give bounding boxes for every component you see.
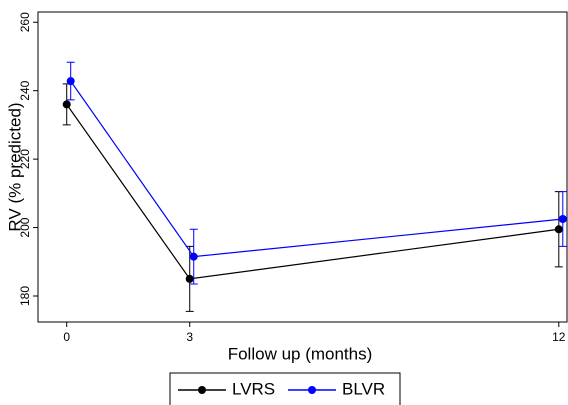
x-tick-label: 3 <box>186 330 193 344</box>
y-tick-label: 220 <box>18 149 32 169</box>
series-line <box>70 80 563 258</box>
x-tick-label: 12 <box>552 330 566 344</box>
series-line <box>66 104 559 280</box>
legend-label: LVRS <box>232 379 275 398</box>
y-axis-title: RV (% predicted) <box>5 102 24 231</box>
plot-frame <box>37 11 568 323</box>
data-point <box>554 225 563 234</box>
data-point <box>62 100 71 109</box>
y-tick-label: 180 <box>18 286 32 306</box>
y-tick-label: 240 <box>18 80 32 100</box>
data-point <box>189 252 198 261</box>
y-tick-label: 260 <box>18 12 32 32</box>
legend-dot <box>308 386 316 394</box>
x-tick-label: 0 <box>63 330 70 344</box>
y-tick-label: 200 <box>18 217 32 237</box>
data-point <box>185 274 194 283</box>
x-axis-title: Follow up (months) <box>228 344 373 363</box>
data-point <box>66 77 75 86</box>
data-point <box>558 215 567 224</box>
legend-dot <box>198 386 206 394</box>
legend-label: BLVR <box>342 379 385 398</box>
legend-box <box>169 372 401 405</box>
